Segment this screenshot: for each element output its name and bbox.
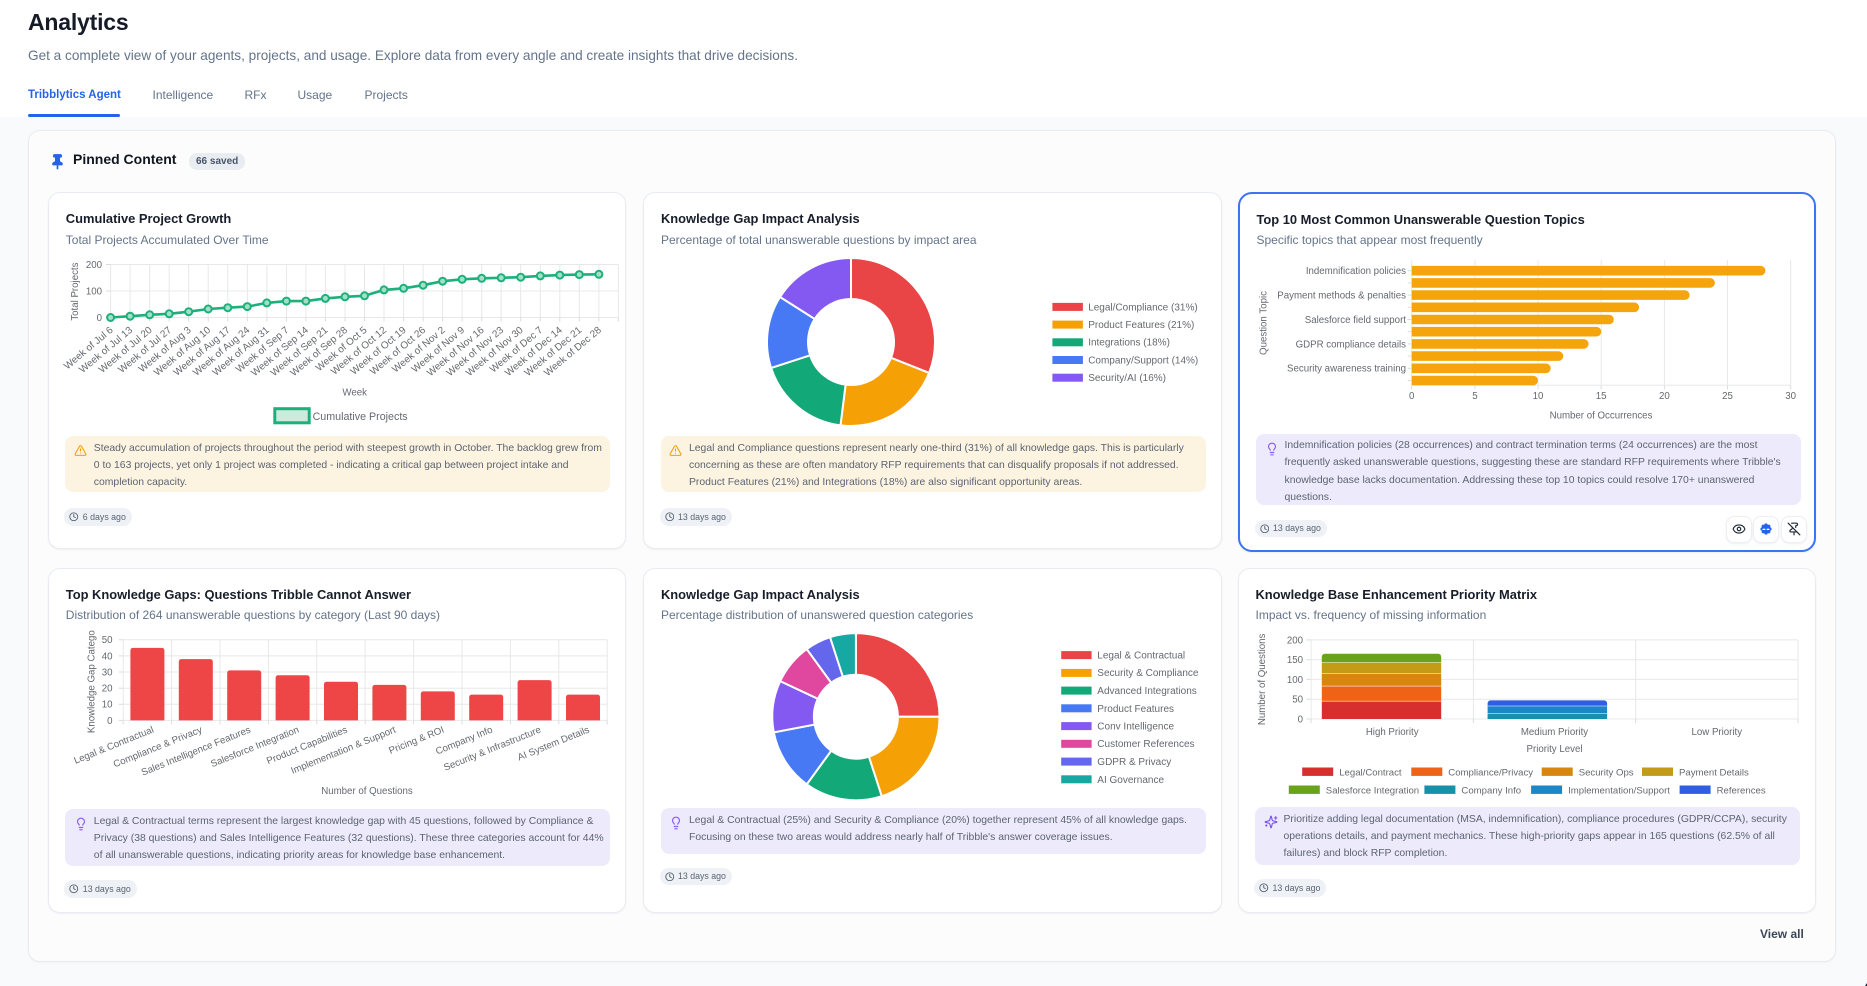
svg-text:Question Topic: Question Topic [1258, 291, 1269, 355]
svg-text:GDPR compliance details: GDPR compliance details [1295, 339, 1406, 350]
svg-text:Compliance/Privacy: Compliance/Privacy [1448, 767, 1533, 778]
svg-text:Payment Details: Payment Details [1679, 767, 1749, 778]
svg-text:Legal/Contract: Legal/Contract [1339, 767, 1402, 778]
svg-text:Security awareness training: Security awareness training [1287, 364, 1406, 375]
svg-text:Salesforce Integration: Salesforce Integration [1325, 785, 1418, 796]
svg-text:Number of Occurrences: Number of Occurrences [1549, 411, 1652, 422]
svg-text:Security & Compliance: Security & Compliance [1097, 668, 1199, 679]
svg-text:Legal & Contractual: Legal & Contractual [1097, 651, 1185, 662]
svg-text:Indemnification policies: Indemnification policies [1305, 266, 1405, 277]
svg-text:Low Priority: Low Priority [1691, 727, 1742, 738]
svg-text:Integrations (18%): Integrations (18%) [1088, 338, 1170, 349]
svg-text:Company/Support (14%): Company/Support (14%) [1088, 355, 1198, 366]
svg-text:Priority Level: Priority Level [1526, 744, 1582, 755]
svg-text:30: 30 [102, 667, 113, 678]
svg-text:Cumulative Projects: Cumulative Projects [312, 411, 407, 423]
svg-text:15: 15 [1595, 391, 1606, 402]
svg-text:Conv Intelligence: Conv Intelligence [1097, 722, 1174, 733]
svg-text:0: 0 [1297, 714, 1303, 725]
svg-text:Security/AI (16%): Security/AI (16%) [1088, 373, 1166, 384]
svg-text:10: 10 [102, 700, 113, 711]
svg-text:200: 200 [1286, 635, 1303, 646]
svg-text:20: 20 [1659, 391, 1670, 402]
svg-text:Product Features: Product Features [1097, 704, 1174, 715]
svg-text:GDPR & Privacy: GDPR & Privacy [1097, 757, 1171, 768]
svg-text:Customer References: Customer References [1097, 739, 1194, 750]
svg-text:Knowledge Gap Catego: Knowledge Gap Catego [86, 630, 97, 733]
svg-text:Product Features (21%): Product Features (21%) [1088, 320, 1194, 331]
svg-text:Salesforce field support: Salesforce field support [1304, 315, 1406, 326]
svg-text:AI Governance: AI Governance [1097, 775, 1164, 786]
svg-text:200: 200 [86, 260, 103, 271]
svg-text:40: 40 [102, 651, 113, 662]
svg-text:25: 25 [1722, 391, 1733, 402]
svg-text:High Priority: High Priority [1365, 727, 1418, 738]
svg-text:100: 100 [86, 286, 103, 297]
svg-text:Security Ops: Security Ops [1578, 767, 1633, 778]
svg-text:10: 10 [1532, 391, 1543, 402]
svg-text:Week: Week [342, 387, 367, 398]
svg-text:Total Projects: Total Projects [70, 262, 81, 320]
svg-text:50: 50 [1292, 695, 1303, 706]
svg-text:30: 30 [1785, 391, 1796, 402]
svg-text:Implementation/Support: Implementation/Support [1568, 785, 1670, 796]
svg-text:Medium Priority: Medium Priority [1520, 727, 1587, 738]
svg-text:100: 100 [1286, 675, 1303, 686]
svg-text:0: 0 [96, 313, 102, 324]
svg-text:0: 0 [107, 716, 113, 727]
svg-text:0: 0 [1409, 391, 1415, 402]
svg-text:Number of Questions: Number of Questions [321, 786, 413, 797]
svg-text:References: References [1716, 785, 1765, 796]
svg-text:20: 20 [102, 684, 113, 695]
svg-text:Number of Questions: Number of Questions [1257, 633, 1268, 725]
svg-text:150: 150 [1286, 655, 1303, 666]
svg-text:5: 5 [1472, 391, 1477, 402]
svg-text:Advanced Integrations: Advanced Integrations [1097, 686, 1197, 697]
svg-text:Company Info: Company Info [1461, 785, 1521, 796]
svg-text:50: 50 [102, 635, 113, 646]
svg-text:Legal/Compliance (31%): Legal/Compliance (31%) [1088, 302, 1198, 313]
svg-text:Payment methods & penalties: Payment methods & penalties [1277, 291, 1406, 302]
